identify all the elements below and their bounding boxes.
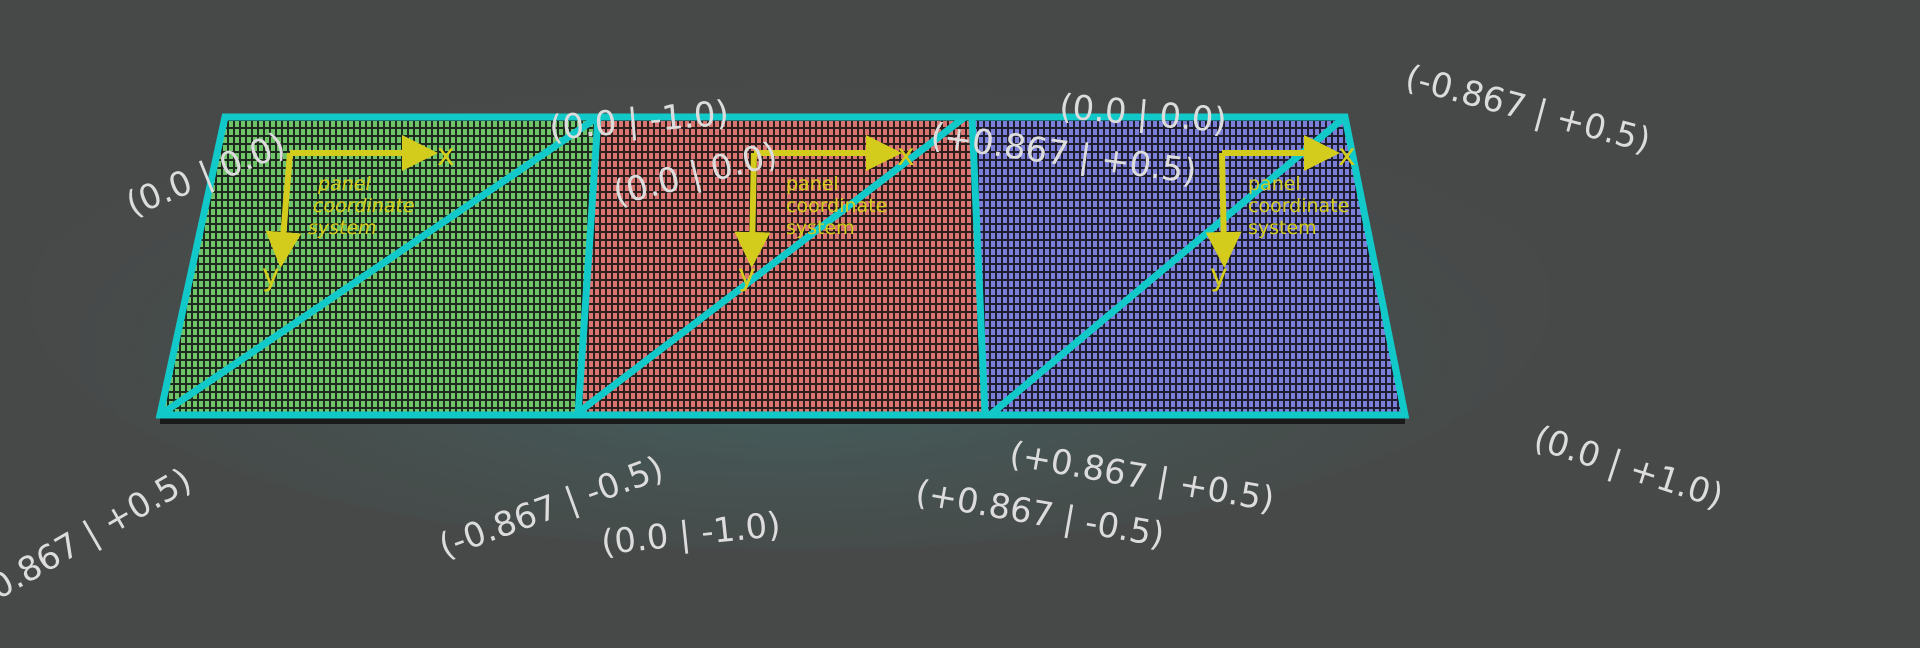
caption-line: system xyxy=(786,217,855,239)
caption-line: system xyxy=(308,217,377,239)
caption-line: coordinate xyxy=(786,195,887,217)
corner-label: (-0.867 | +0.5) xyxy=(0,460,199,621)
y-axis-label: y xyxy=(1210,258,1228,293)
caption-line: coordinate xyxy=(1248,195,1349,217)
diagonal-blue xyxy=(987,114,1348,418)
y-axis-label: y xyxy=(262,258,280,293)
caption-line: system xyxy=(1248,217,1317,239)
x-axis-label: x xyxy=(897,138,915,173)
caption-line: panel xyxy=(317,173,371,195)
y-axis-label: y xyxy=(738,258,756,293)
y-axis-arrow-icon xyxy=(265,152,302,268)
coordinate-system-green: x y panel coordinate system xyxy=(262,135,455,293)
coordinate-system-blue: x y panel coordinate system xyxy=(1205,135,1356,293)
diagonal-green xyxy=(158,114,600,418)
caption-line: panel xyxy=(786,173,839,195)
caption-line: coordinate xyxy=(313,195,415,217)
coordinate-system-red: x y panel coordinate system xyxy=(734,135,915,293)
y-axis-arrow-icon xyxy=(734,152,771,268)
x-axis-label: x xyxy=(1338,138,1356,173)
x-axis-label: x xyxy=(437,138,455,173)
corner-label: (-0.867 | +0.5) xyxy=(1401,57,1655,161)
y-axis-arrow-icon xyxy=(1205,152,1242,268)
corner-label: (0.0 | +1.0) xyxy=(1529,418,1728,517)
caption-line: panel xyxy=(1248,173,1301,195)
